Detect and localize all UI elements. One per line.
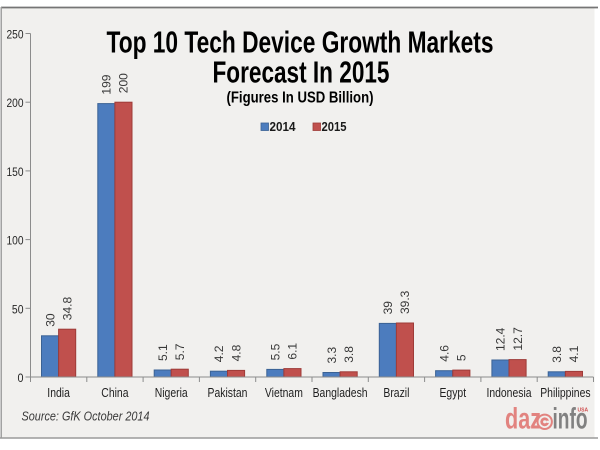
svg-text:Pakistan: Pakistan [208,385,248,400]
svg-text:50: 50 [12,304,24,316]
svg-text:Source: GfK October 2014: Source: GfK October 2014 [22,409,150,424]
svg-text:6.1: 6.1 [286,343,300,360]
svg-text:34.8: 34.8 [60,297,74,321]
svg-text:Egypt: Egypt [440,385,467,400]
svg-text:150: 150 [7,167,24,179]
svg-text:daz: daz [505,403,541,436]
svg-text:5: 5 [455,354,469,361]
svg-text:2015: 2015 [322,119,347,134]
svg-text:info: info [553,403,588,436]
svg-text:Nigeria: Nigeria [155,385,189,400]
svg-text:3.8: 3.8 [342,346,356,363]
svg-text:5.7: 5.7 [173,343,187,360]
svg-text:39.3: 39.3 [398,290,412,314]
svg-text:5.5: 5.5 [269,343,283,360]
svg-text:200: 200 [117,73,131,93]
svg-text:12.4: 12.4 [494,327,508,351]
svg-text:Brazil: Brazil [383,385,409,400]
svg-text:4.2: 4.2 [212,345,226,362]
svg-text:Vietnam: Vietnam [265,385,303,400]
svg-text:Forecast In 2015: Forecast In 2015 [213,55,390,90]
svg-text:(Figures In USD Billion): (Figures In USD Billion) [227,90,374,107]
svg-text:30: 30 [43,313,57,327]
svg-text:100: 100 [7,236,24,248]
svg-text:250: 250 [7,30,24,42]
svg-text:0: 0 [18,373,24,385]
svg-text:39: 39 [381,301,395,315]
svg-text:5.1: 5.1 [156,344,170,361]
svg-text:199: 199 [100,74,114,94]
svg-text:2014: 2014 [270,119,297,134]
svg-text:3.3: 3.3 [325,346,339,363]
svg-text:Indonesia: Indonesia [486,385,532,400]
svg-text:200: 200 [7,98,24,110]
svg-text:Top 10 Tech Device Growth Mark: Top 10 Tech Device Growth Markets [107,25,494,60]
svg-text:USA: USA [578,408,589,414]
svg-text:Philippines: Philippines [540,385,591,400]
svg-text:12.7: 12.7 [511,327,525,351]
svg-text:Bangladesh: Bangladesh [313,385,368,400]
svg-text:4.6: 4.6 [437,345,451,362]
svg-text:India: India [47,385,70,400]
svg-text:China: China [101,385,129,400]
svg-text:3.8: 3.8 [550,346,564,363]
svg-text:4.8: 4.8 [229,344,243,361]
svg-text:4.1: 4.1 [567,345,581,362]
